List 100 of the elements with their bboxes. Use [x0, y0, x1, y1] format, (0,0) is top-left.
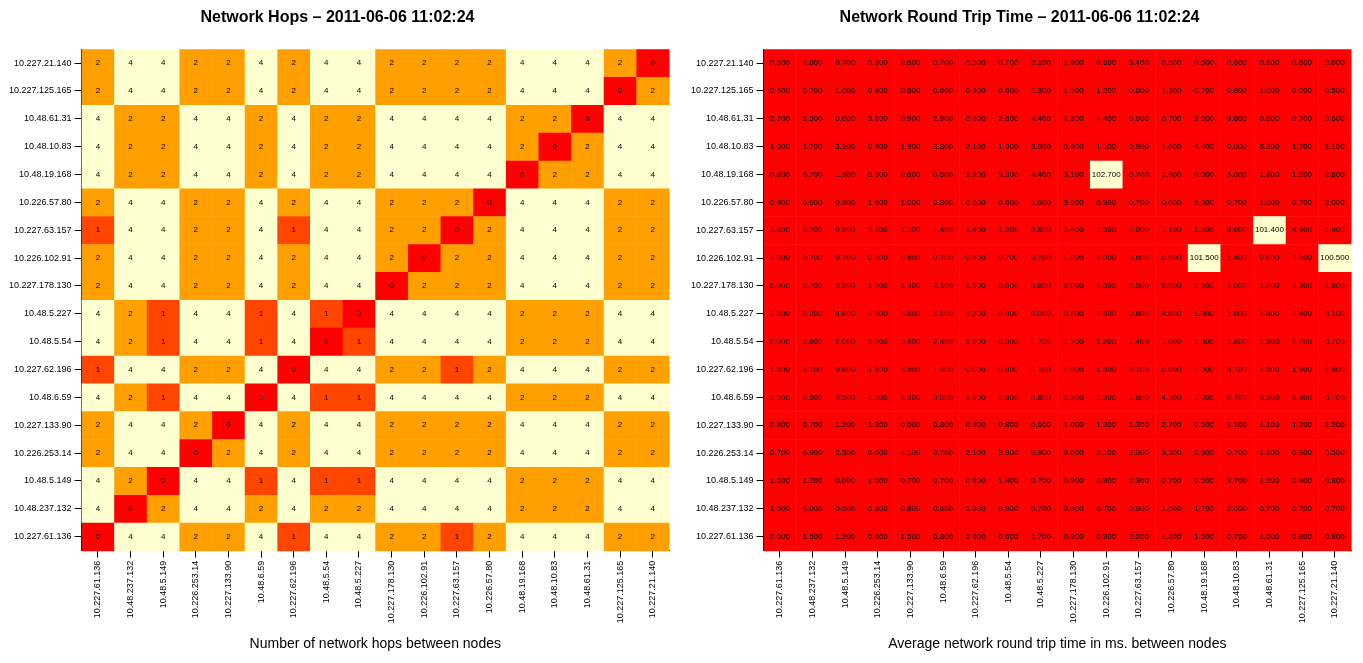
data-label: 0: [356, 309, 362, 319]
data-label: 1.900: [1324, 364, 1346, 374]
data-label: 4: [519, 531, 525, 541]
data-label: 1: [95, 364, 101, 374]
data-label: 1.200: [1259, 476, 1280, 486]
data-label: 2: [454, 281, 460, 291]
data-label: 2.300: [835, 448, 856, 458]
x-tick-label: 10.226.57.80: [1165, 560, 1176, 614]
data-label: 2: [650, 531, 656, 541]
data-label: 4: [128, 281, 134, 291]
data-label: 4: [552, 420, 558, 430]
data-label: 2: [650, 225, 656, 235]
data-label: 0.000: [965, 364, 987, 374]
data-label: 2: [422, 281, 428, 291]
data-label: 0.700: [1292, 336, 1313, 346]
data-label: 4: [160, 420, 166, 430]
data-label: 1.500: [900, 531, 921, 541]
data-label: 2: [389, 531, 395, 541]
data-label: 4: [324, 281, 330, 291]
data-label: 3.500: [835, 392, 856, 402]
data-label: 3.400: [1128, 58, 1150, 68]
data-label: 2.100: [802, 364, 824, 374]
data-label: 0.600: [835, 114, 856, 124]
data-label: 1.200: [802, 476, 824, 486]
data-label: 4: [226, 476, 232, 486]
data-label: 0.700: [1226, 531, 1248, 541]
data-label: 0.800: [1161, 364, 1183, 374]
data-label: 0.900: [1030, 448, 1052, 458]
data-label: 0.000: [1226, 141, 1248, 151]
data-label: 0.000: [1194, 169, 1215, 179]
data-label: 2: [95, 197, 101, 207]
data-label: 0.600: [1194, 420, 1215, 430]
data-label: 0.900: [1063, 504, 1085, 514]
data-label: 4: [226, 309, 232, 319]
y-tick-label: 10.227.63.157: [696, 224, 754, 235]
data-label: 4.900: [1292, 225, 1313, 235]
data-label: 4: [160, 253, 166, 263]
data-label: 4: [160, 448, 166, 458]
data-label: 4: [160, 281, 166, 291]
data-label: 2: [193, 253, 199, 263]
data-label: 4: [617, 392, 623, 402]
data-label: 0.600: [769, 86, 791, 96]
data-label: 0.800: [1259, 253, 1280, 263]
data-label: 1.300: [900, 281, 921, 291]
x-tick-label: 10.227.125.165: [1296, 560, 1307, 624]
data-label: 1: [356, 476, 362, 486]
x-tick-label: 10.227.21.140: [1329, 560, 1340, 619]
data-label: 0.500: [900, 364, 921, 374]
x-tick-label: 10.227.62.196: [288, 560, 299, 619]
data-label: 0.900: [1161, 253, 1183, 263]
data-label: 0.000: [1128, 225, 1150, 235]
data-label: 2: [585, 141, 591, 151]
data-label: 2: [128, 141, 134, 151]
data-label: 2.100: [965, 448, 987, 458]
data-label: 4: [95, 141, 101, 151]
data-label: 4: [291, 141, 297, 151]
data-label: 4: [585, 58, 591, 68]
data-label: 2: [356, 169, 362, 179]
data-label: 1.200: [1096, 86, 1117, 96]
data-label: 4: [226, 169, 232, 179]
data-label: 2.800: [998, 392, 1019, 402]
data-label: 3.900: [998, 448, 1019, 458]
data-label: 1.100: [867, 364, 889, 374]
data-label: 0.800: [867, 504, 889, 514]
data-label: 4: [258, 58, 264, 68]
data-label: 1.000: [900, 197, 921, 207]
data-label: 4: [356, 225, 362, 235]
data-label: 0.600: [933, 169, 954, 179]
data-label: 0: [226, 420, 232, 430]
data-label: 1.300: [1128, 420, 1150, 430]
data-label: 4: [258, 448, 264, 458]
data-label: 4: [356, 281, 362, 291]
data-label: 0.900: [802, 448, 824, 458]
data-label: 4: [617, 504, 623, 514]
x-tick-label: 10.48.19.168: [516, 560, 527, 614]
data-label: 1.500: [1096, 364, 1117, 374]
x-tick-label: 10.227.63.157: [451, 560, 462, 619]
y-tick-label: 10.226.102.91: [696, 252, 754, 263]
data-label: 2: [95, 448, 101, 458]
data-label: 2: [454, 58, 460, 68]
data-label: 4: [487, 504, 493, 514]
data-label: 0.900: [1128, 114, 1150, 124]
data-label: 2: [389, 58, 395, 68]
data-label: 0.800: [802, 58, 824, 68]
data-label: 2: [389, 253, 395, 263]
data-label: 0.600: [1226, 58, 1248, 68]
data-label: 0.600: [965, 253, 987, 263]
data-label: 1.200: [1161, 531, 1183, 541]
data-label: 4: [291, 169, 297, 179]
data-label: 2: [95, 420, 101, 430]
data-label: 3.800: [1226, 114, 1248, 124]
data-label: 4: [519, 364, 525, 374]
data-label: 2: [291, 58, 297, 68]
data-label: 0.900: [1096, 476, 1117, 486]
data-label: 4: [389, 141, 395, 151]
y-tick-label: 10.226.57.80: [701, 196, 754, 207]
data-label: 1.300: [1161, 86, 1183, 96]
data-label: 0.500: [965, 197, 987, 207]
data-label: 4: [258, 531, 264, 541]
data-label: 0.500: [1096, 281, 1117, 291]
